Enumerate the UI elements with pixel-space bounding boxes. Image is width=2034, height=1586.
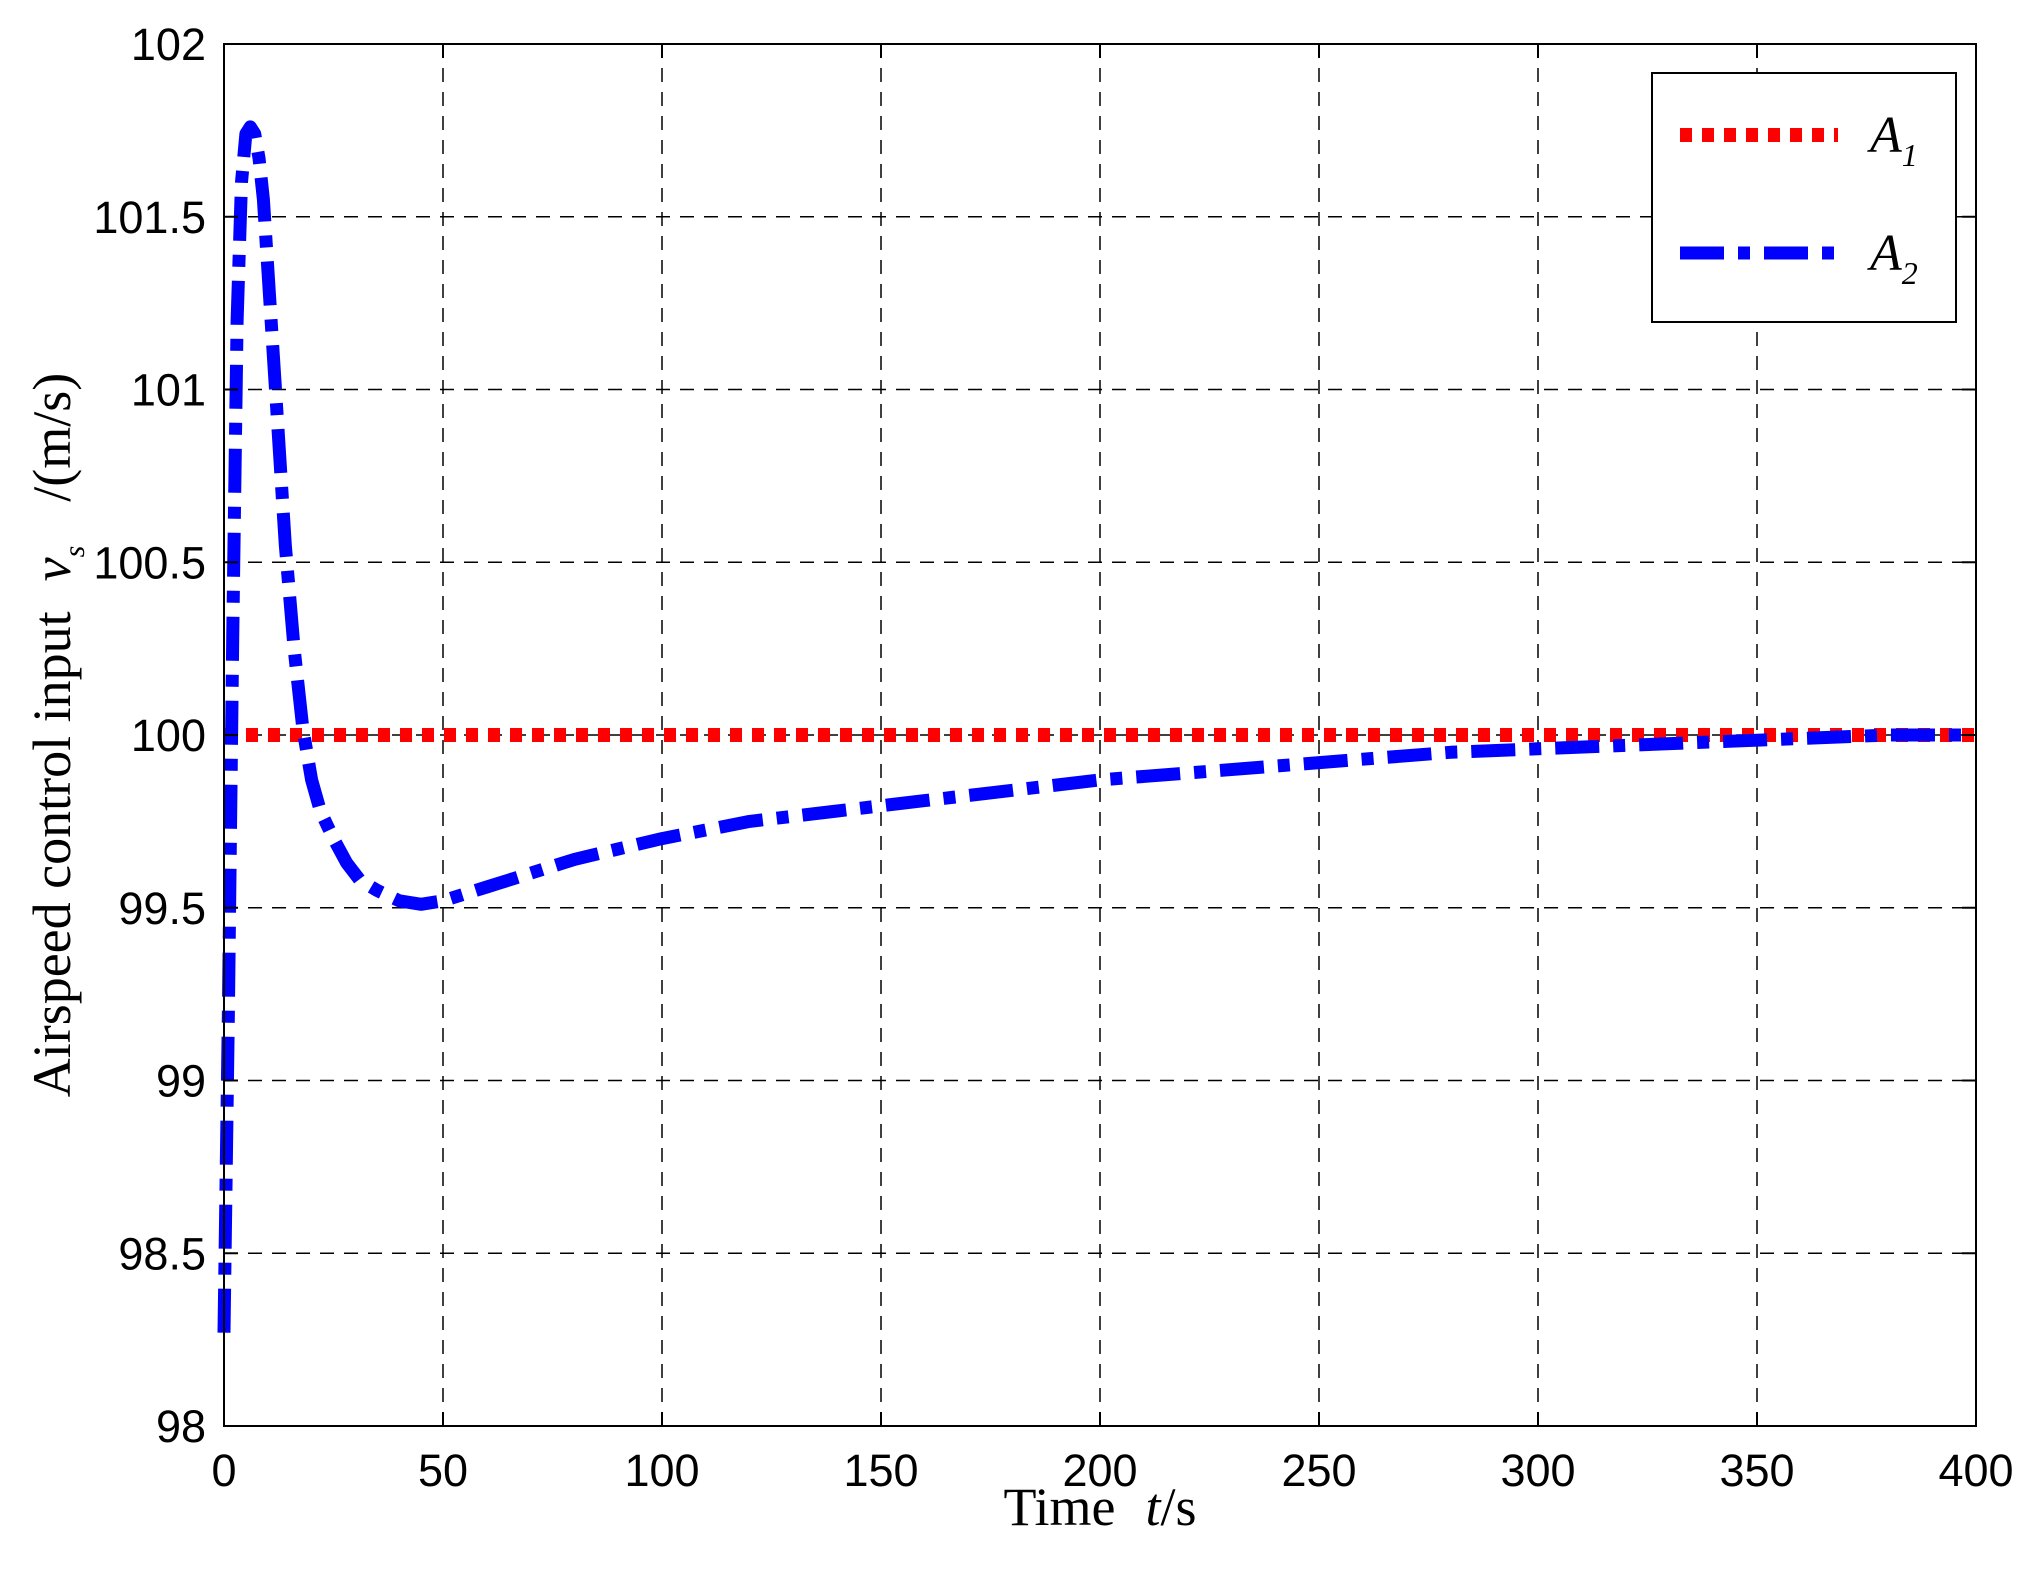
ticks: 0 50 100 150 200 250 300 350 400 98 98.5 99 99.5 100 1… [93, 19, 2013, 1496]
y-tick-label: 99 [156, 1056, 206, 1107]
y-axis-label: Airspeed control inputvs/(m/s) [22, 373, 91, 1098]
y-tick-label: 100 [131, 710, 206, 761]
series-layer [217, 120, 1976, 1333]
legend-label-a2: A2 [1867, 225, 1918, 291]
series-line-a2 [217, 120, 1976, 1333]
x-tick-label: 350 [1719, 1445, 1794, 1496]
x-tick-label: 0 [211, 1445, 236, 1496]
y-tick-label: 100.5 [93, 537, 206, 588]
y-tick-label: 102 [131, 19, 206, 70]
x-tick-label: 250 [1281, 1445, 1356, 1496]
y-tick-label: 98 [156, 1401, 206, 1452]
y-tick-label: 98.5 [118, 1228, 206, 1279]
x-tick-label: 100 [624, 1445, 699, 1496]
legend: A1 A2 [1651, 72, 1957, 323]
y-tick-label: 99.5 [118, 883, 206, 934]
x-axis-label: Time t/s [1003, 1477, 1196, 1537]
legend-box [1651, 72, 1957, 323]
x-tick-label: 150 [843, 1445, 918, 1496]
x-tick-label: 200 [1062, 1445, 1137, 1496]
y-tick-label: 101 [131, 365, 206, 416]
x-tick-label: 400 [1938, 1445, 2013, 1496]
legend-label-a1: A1 [1867, 107, 1918, 173]
x-tick-label: 300 [1500, 1445, 1575, 1496]
x-tick-label: 50 [418, 1445, 468, 1496]
y-tick-label: 101.5 [93, 192, 206, 243]
